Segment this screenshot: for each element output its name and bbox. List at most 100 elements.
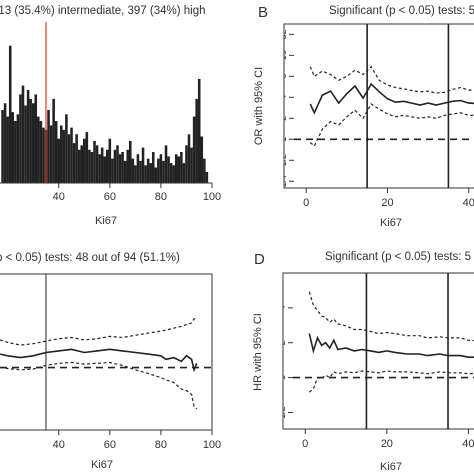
histogram-bar <box>111 158 114 183</box>
histogram-bar <box>47 109 50 183</box>
panel-b-title: Significant (p < 0.05) tests: 5 <box>329 5 474 17</box>
histogram-bar <box>39 121 43 183</box>
histogram-bar <box>98 154 101 183</box>
histogram-bar <box>37 116 40 183</box>
histogram-bar <box>141 147 145 183</box>
y-tick-label: 4 <box>277 305 287 310</box>
panel-c-plot-frame <box>0 273 213 431</box>
histogram-bar <box>187 134 191 183</box>
histogram-bar <box>26 90 30 183</box>
x-tick-label: 0 <box>302 438 308 450</box>
panel-d-plot: 0 20 40 1/2 1 2 4 <box>277 273 474 450</box>
x-tick-label: 100 <box>203 439 221 451</box>
ci-lower-line <box>308 370 474 393</box>
histogram-bar <box>195 98 198 183</box>
estimate-line <box>309 82 474 115</box>
histogram-bar <box>154 167 158 183</box>
panel-b-plot-frame <box>283 23 474 189</box>
histogram-bar <box>3 103 7 183</box>
histogram-bar <box>131 158 135 183</box>
histogram-bar <box>77 149 81 183</box>
histogram-bar <box>146 158 150 183</box>
x-tick-label: 40 <box>463 197 474 209</box>
histogram-bar <box>177 156 181 183</box>
histogram-bar <box>157 158 160 183</box>
y-tick-label: 16 <box>278 50 288 60</box>
histogram-bar <box>174 154 178 183</box>
histogram-bar <box>185 145 188 183</box>
histogram-bar <box>60 125 63 183</box>
y-tick-label: 32 <box>278 29 288 39</box>
panel-d-label: D <box>254 251 265 268</box>
x-tick-label: 80 <box>155 439 167 451</box>
panel-a-bars <box>1 45 209 183</box>
panel-d-title: Significant (p < 0.05) tests: 5 <box>325 251 471 263</box>
histogram-bar <box>24 105 27 183</box>
panel-b-y-label: OR with 95% CI <box>253 67 265 145</box>
histogram-bar <box>136 154 140 183</box>
x-tick-label: 40 <box>462 438 474 450</box>
histogram-bar <box>100 147 104 183</box>
histogram-bar <box>159 154 163 183</box>
panel-d-plot-frame <box>282 272 474 430</box>
panel-b-x-label: Ki67 <box>380 217 402 229</box>
histogram-bar <box>128 140 132 183</box>
panel-b-label: B <box>258 4 268 21</box>
histogram-bar <box>29 98 32 183</box>
histogram-bar <box>116 145 119 183</box>
x-tick-label: 60 <box>104 439 116 451</box>
y-tick-label: 4 <box>278 95 288 100</box>
x-tick-label: 20 <box>381 438 393 450</box>
ci-lower-line <box>309 103 474 147</box>
panel-c: p < 0.05) tests: 48 out of 94 (51.1%) 40… <box>0 252 221 471</box>
histogram-bar <box>126 149 129 183</box>
x-tick-label: 40 <box>53 191 65 203</box>
x-tick-label: 80 <box>155 191 167 203</box>
histogram-bar <box>80 145 84 183</box>
histogram-bar <box>121 152 124 183</box>
histogram-bar <box>144 165 147 183</box>
histogram-bar <box>200 136 204 183</box>
histogram-bar <box>14 121 17 183</box>
histogram-bar <box>162 160 165 183</box>
histogram-bar <box>93 140 96 183</box>
estimate-line <box>308 333 474 359</box>
y-tick-label: 2 <box>277 340 287 345</box>
histogram-bar <box>31 103 35 183</box>
histogram-bar <box>190 147 193 183</box>
ci-upper-line <box>0 317 197 346</box>
panel-d-y-label: HR with 95% CI <box>252 313 264 391</box>
histogram-bar <box>6 116 9 183</box>
x-tick-label: 20 <box>381 197 393 209</box>
panel-c-x-label: Ki67 <box>91 459 113 471</box>
histogram-bar <box>54 121 58 183</box>
histogram-bar <box>139 160 142 183</box>
y-tick-label: 1/4 <box>278 175 288 188</box>
estimate-line <box>0 348 198 373</box>
histogram-bar <box>118 154 122 183</box>
x-tick-label: 60 <box>104 191 116 203</box>
y-tick-label: 8 <box>278 74 288 79</box>
histogram-bar <box>72 143 76 183</box>
histogram-bar <box>75 134 78 183</box>
histogram-bar <box>49 125 53 183</box>
x-tick-label: 100 <box>203 191 221 203</box>
x-tick-label: 0 <box>303 197 309 209</box>
histogram-bar <box>19 94 22 183</box>
histogram-bar <box>42 127 45 183</box>
y-tick-label: 1 <box>277 375 287 380</box>
panel-d: D Significant (p < 0.05) tests: 5 HR wit… <box>252 251 474 473</box>
y-tick-label: 1 <box>278 137 288 142</box>
histogram-bar <box>52 98 55 183</box>
histogram-bar <box>151 152 155 183</box>
histogram-bar <box>95 145 99 183</box>
histogram-bar <box>65 114 68 183</box>
histogram-bar <box>1 109 4 183</box>
histogram-bar <box>85 132 89 183</box>
histogram-bar <box>11 112 15 183</box>
histogram-bar <box>172 165 175 183</box>
y-tick-label: 1/2 <box>278 154 288 167</box>
panel-a: 413 (35.4%) intermediate, 397 (34%) high… <box>0 5 221 227</box>
histogram-bar <box>123 160 127 183</box>
